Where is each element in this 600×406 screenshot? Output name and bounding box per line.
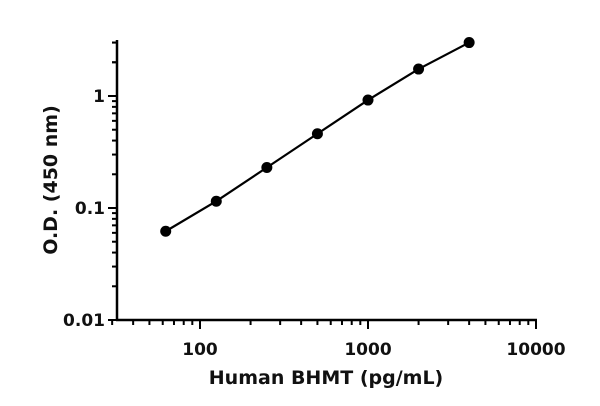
data-point-marker bbox=[413, 63, 425, 75]
x-tick-label: 10000 bbox=[506, 340, 565, 360]
data-point-marker bbox=[160, 225, 172, 237]
data-point-marker bbox=[311, 128, 323, 140]
x-tick-label: 100 bbox=[182, 340, 218, 360]
axes: 0.01 0.1 1 100 1000 10000 bbox=[63, 40, 566, 360]
data-point-marker bbox=[210, 195, 222, 207]
data-point-marker bbox=[261, 161, 273, 173]
data-point-marker bbox=[362, 94, 374, 106]
x-axis-title: Human BHMT (pg/mL) bbox=[209, 367, 443, 389]
y-tick-label: 0.01 bbox=[63, 311, 105, 331]
x-tick-label: 1000 bbox=[344, 340, 391, 360]
y-tick-label: 0.1 bbox=[75, 199, 105, 219]
y-axis-title: O.D. (450 nm) bbox=[40, 105, 62, 255]
data-series bbox=[160, 37, 475, 237]
y-tick-label: 1 bbox=[93, 87, 105, 107]
data-point-marker bbox=[463, 37, 475, 49]
